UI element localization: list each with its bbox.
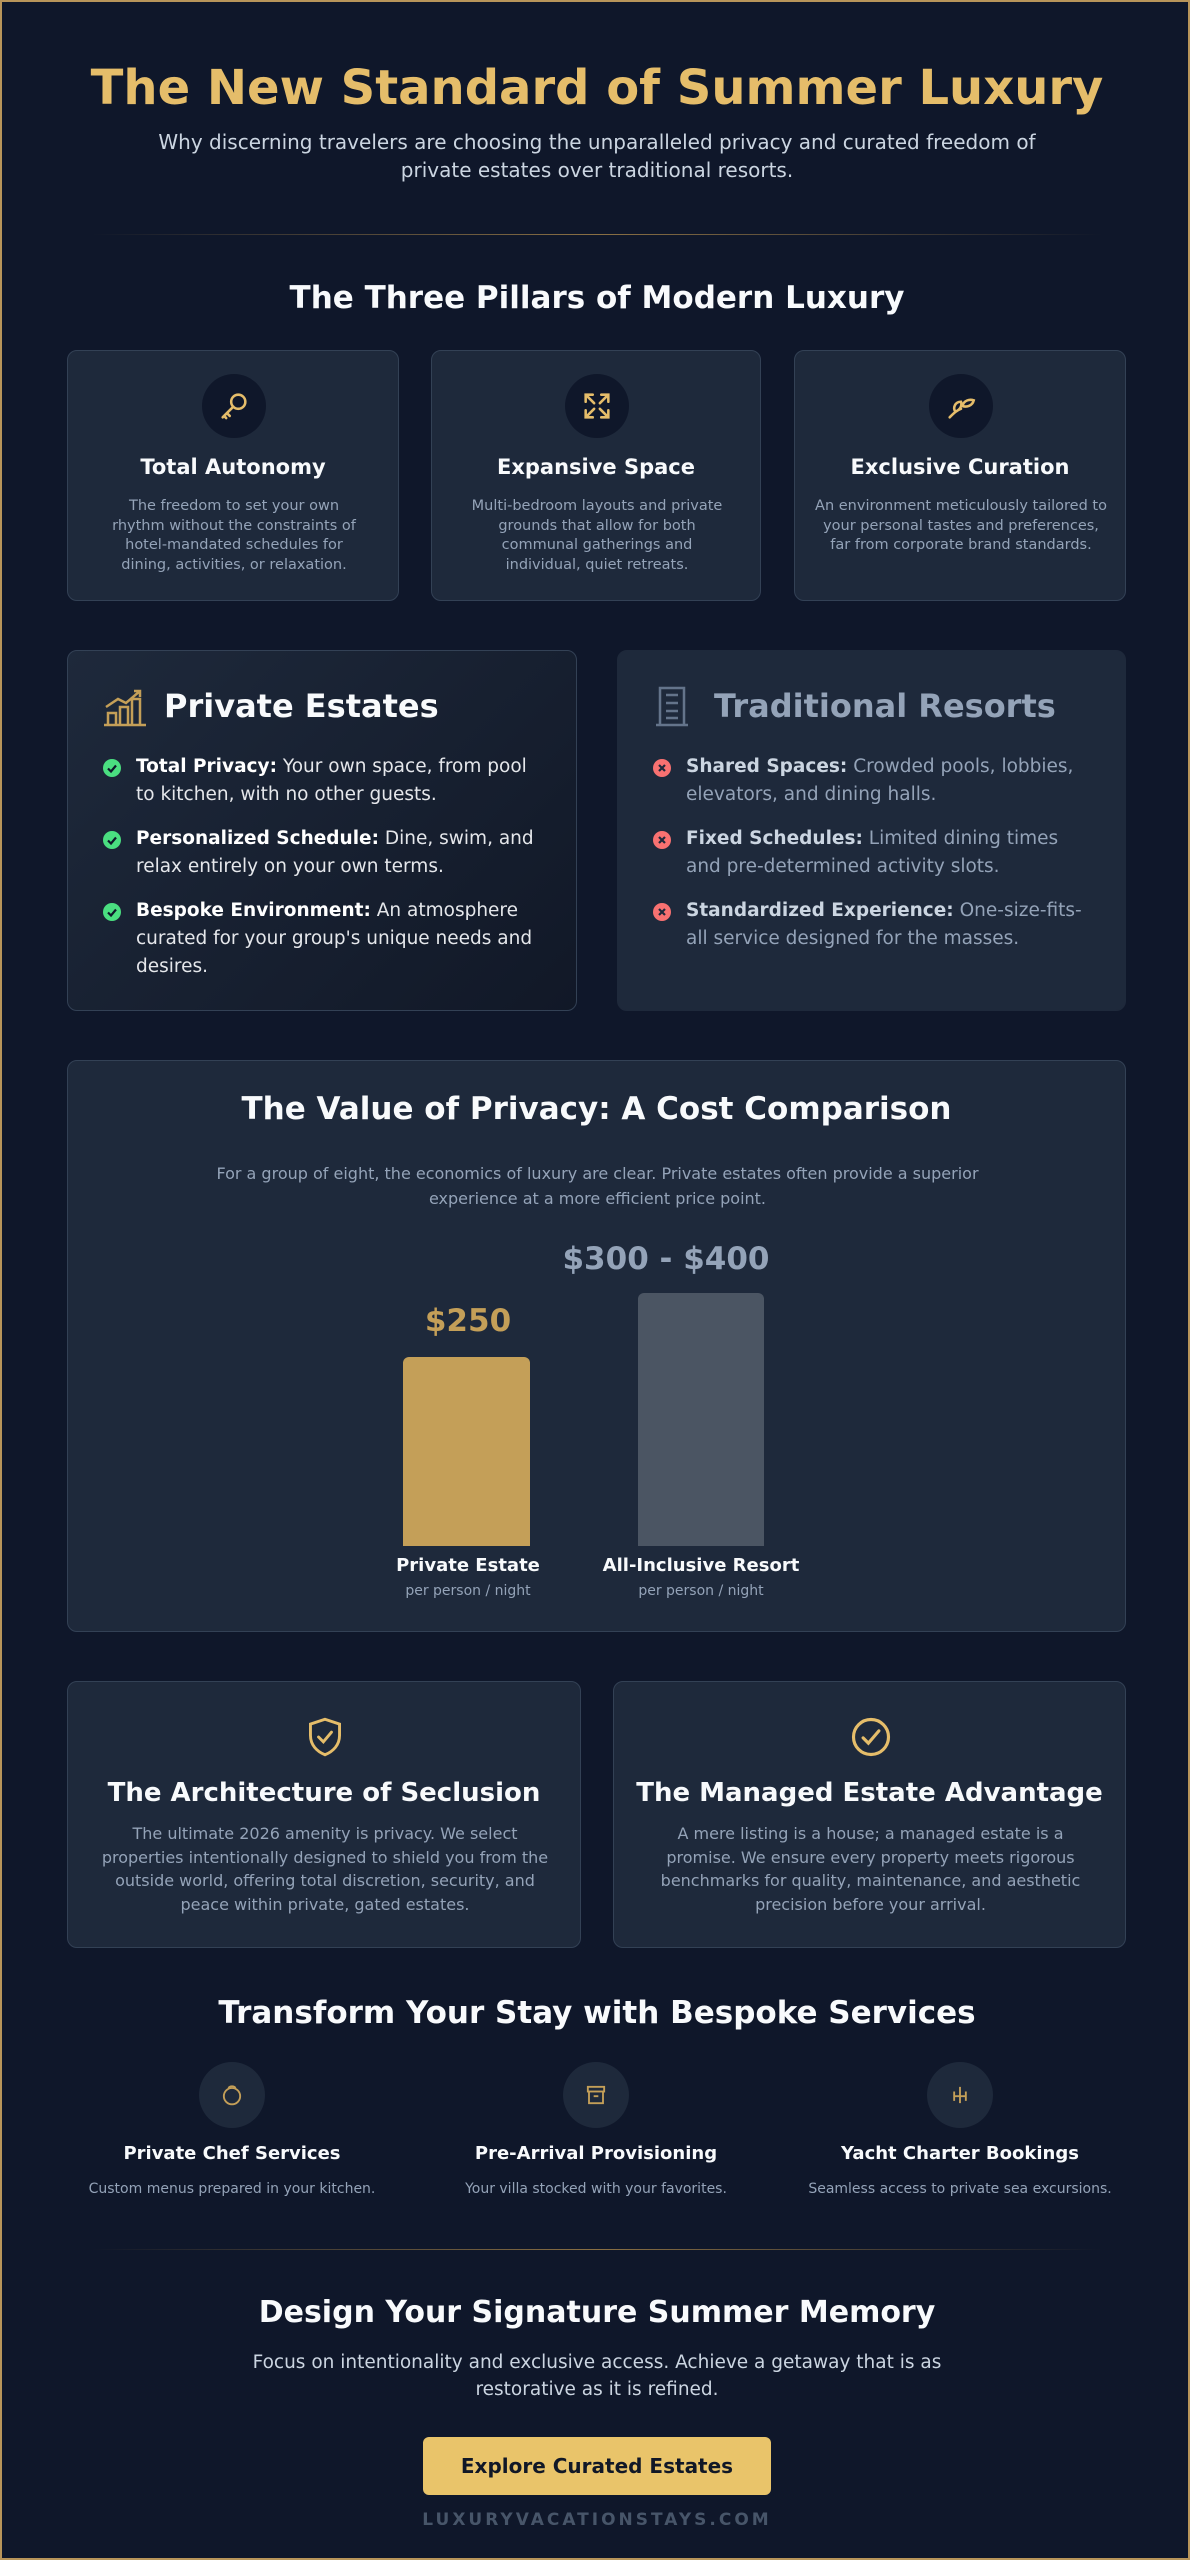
card-text: Multi-bedroom layouts and private ground…	[471, 498, 723, 573]
pillar-card: Exclusive Curation An environment meticu…	[794, 350, 1126, 601]
divider	[92, 234, 1102, 235]
card-text: For a group of eight, the economics of l…	[216, 1164, 979, 1208]
comparison-card: Private Estates Total Privacy: Your own …	[67, 650, 577, 1011]
bar-unit: per person / night	[405, 1583, 531, 1599]
bar-label: Private Estate	[396, 1555, 540, 1576]
bullet-icon	[652, 902, 672, 922]
service-text: Your villa stocked with your favorites.	[465, 2181, 727, 2197]
card-title: Exclusive Curation	[850, 455, 1070, 479]
footer: LUXURYVACATIONSTAYS.COM	[422, 2510, 772, 2530]
item-label: Bespoke Environment:	[136, 900, 371, 921]
item-text: Dine, swim, and relax entirely on your o…	[136, 828, 534, 877]
bar-label: All-Inclusive Resort	[602, 1555, 800, 1576]
bullet-icon	[652, 758, 672, 778]
service-icon	[927, 2062, 993, 2128]
icon	[929, 374, 993, 438]
card-title: The Value of Privacy: A Cost Comparison	[241, 1091, 952, 1127]
service-title: Yacht Charter Bookings	[841, 2143, 1079, 2164]
icon	[851, 1717, 891, 1757]
service-text: Custom menus prepared in your kitchen.	[88, 2181, 376, 2197]
subtitle: Why discerning travelers are choosing th…	[158, 130, 1036, 182]
bullet-icon	[652, 830, 672, 850]
item-label: Shared Spaces:	[686, 756, 848, 777]
icon	[104, 689, 146, 727]
card-text: An environment meticulously tailored to …	[815, 498, 1107, 553]
item-text: Crowded pools, lobbies, elevators, and d…	[686, 756, 1074, 805]
service-title: Pre-Arrival Provisioning	[474, 2143, 718, 2164]
page-title: The New Standard of Summer Luxury	[90, 60, 1104, 116]
item-label: Standardized Experience:	[686, 900, 954, 921]
item-text: Limited dining times and pre-determined …	[686, 828, 1059, 877]
item-label: Total Privacy:	[136, 756, 277, 777]
section-heading: Transform Your Stay with Bespoke Service…	[218, 1995, 976, 2031]
card-text: The ultimate 2026 amenity is privacy. We…	[101, 1824, 549, 1915]
item-text: Your own space, from pool to kitchen, wi…	[136, 756, 527, 805]
cta-button[interactable]: Explore Curated Estates	[423, 2437, 771, 2495]
list-item: Fixed Schedules: Limited dining times an…	[686, 825, 1096, 881]
card-text: The freedom to set your own rhythm witho…	[112, 498, 356, 573]
feature-card: The Managed Estate Advantage A mere list…	[613, 1681, 1126, 1948]
item-text: One-size-fits-all service designed for t…	[686, 900, 1082, 949]
item-label: Fixed Schedules:	[686, 828, 863, 849]
bar-unit: per person / night	[638, 1583, 764, 1599]
cta-title: Design Your Signature Summer Memory	[258, 2295, 936, 2330]
cost-card: The Value of Privacy: A Cost Comparison …	[67, 1060, 1126, 1632]
pillar-card: Expansive Space Multi-bedroom layouts an…	[431, 350, 761, 601]
list-item: Total Privacy: Your own space, from pool…	[136, 753, 546, 809]
price-label: $250	[424, 1303, 512, 1339]
card-title: Expansive Space	[496, 455, 695, 479]
item-text: An atmosphere curated for your group's u…	[136, 900, 533, 977]
icon	[309, 1717, 341, 1757]
service-text: Seamless access to private sea excursion…	[808, 2181, 1112, 2197]
list-item: Bespoke Environment: An atmosphere curat…	[136, 897, 546, 981]
card-title: The Managed Estate Advantage	[636, 1778, 1103, 1808]
card-title: Total Autonomy	[140, 455, 326, 479]
pillar-card: Total Autonomy The freedom to set your o…	[67, 350, 399, 601]
icon	[565, 374, 629, 438]
icon	[656, 686, 688, 727]
divider	[92, 2249, 1102, 2250]
bullet-icon	[102, 758, 122, 778]
bar	[638, 1293, 764, 1546]
list-item: Shared Spaces: Crowded pools, lobbies, e…	[686, 753, 1096, 809]
bullet-icon	[102, 902, 122, 922]
card-title: Traditional Resorts	[714, 687, 1056, 725]
list-item: Standardized Experience: One-size-fits-a…	[686, 897, 1096, 953]
card-text: A mere listing is a house; a managed est…	[660, 1824, 1081, 1915]
cta-text: Focus on intentionality and exclusive ac…	[252, 2352, 942, 2400]
icon	[202, 374, 266, 438]
price-label: $300 - $400	[562, 1241, 770, 1277]
item-label: Personalized Schedule:	[136, 828, 379, 849]
service-icon	[199, 2062, 265, 2128]
bullet-icon	[102, 830, 122, 850]
card-title: Private Estates	[164, 687, 439, 725]
feature-card: The Architecture of Seclusion The ultima…	[67, 1681, 581, 1948]
card-title: The Architecture of Seclusion	[107, 1778, 541, 1808]
comparison-card: Traditional Resorts Shared Spaces: Crowd…	[617, 650, 1126, 1011]
service-icon	[563, 2062, 629, 2128]
list-item: Personalized Schedule: Dine, swim, and r…	[136, 825, 546, 881]
service-title: Private Chef Services	[123, 2143, 341, 2164]
section-heading: The Three Pillars of Modern Luxury	[289, 280, 905, 316]
bar	[403, 1357, 530, 1546]
